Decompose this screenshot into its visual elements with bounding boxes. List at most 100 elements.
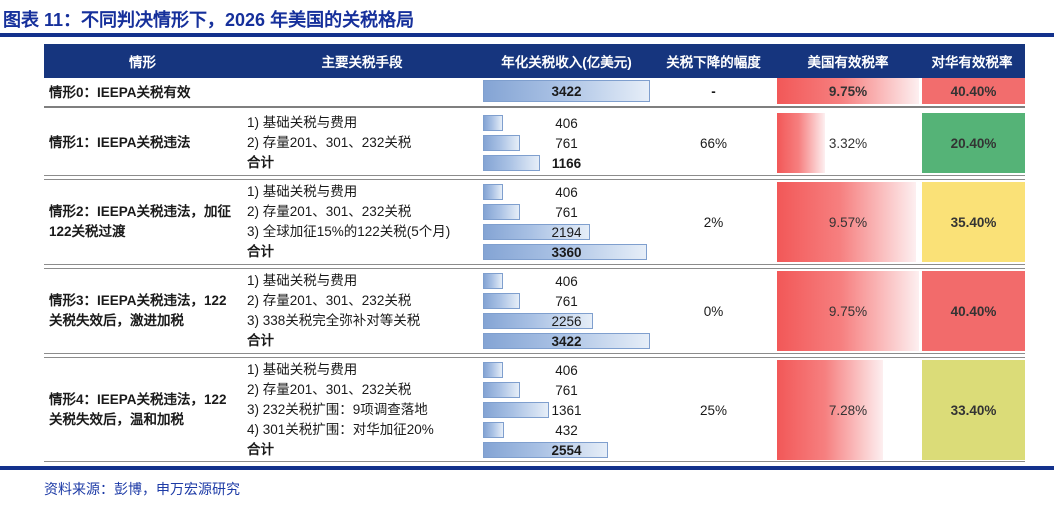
table-bottom-border xyxy=(44,461,1025,462)
revenue-line: 761 xyxy=(483,291,650,311)
measure-item: 2) 存量201、301、232关税 xyxy=(247,382,412,397)
scenario-label: 情形0：IEEPA关税有效 xyxy=(49,85,191,100)
scenario-label: 情形4：IEEPA关税违法，122关税失效后，温和加税 xyxy=(49,392,227,427)
us-rate-bar xyxy=(777,78,919,104)
revenue-line: 1166 xyxy=(483,153,650,173)
china-rate-cell: 33.40% xyxy=(919,360,1025,460)
scenario-label: 情形2：IEEPA关税违法，加征122关税过渡 xyxy=(49,204,232,239)
scenario-block: 情形1：IEEPA关税违法 1) 基础关税与费用 2) 存量201、301、232关… xyxy=(44,112,1025,174)
revenue-value: 2256 xyxy=(551,313,582,329)
china-rate-cell: 40.40% xyxy=(919,271,1025,351)
block-separator xyxy=(44,353,1025,358)
revenue-bar xyxy=(483,333,650,349)
block-separator xyxy=(44,175,1025,180)
us-rate-bar xyxy=(777,182,917,262)
us-rate-bar xyxy=(777,113,826,173)
china-rate-value: 40.40% xyxy=(950,83,997,99)
baseline-row: 情形0：IEEPA关税有效 3422 - 9.75% 40.40% xyxy=(44,78,1025,104)
revenue-bar xyxy=(483,402,550,418)
measures-cell: 1) 基础关税与费用 2) 存量201、301、232关税 3) 232关税扩围：9… xyxy=(241,360,483,460)
revenue-line: 3360 xyxy=(483,242,650,262)
revenue-cell: 3422 xyxy=(483,78,650,104)
scenario-cell: 情形2：IEEPA关税违法，加征122关税过渡 xyxy=(44,182,241,262)
revenue-value: 406 xyxy=(555,184,578,200)
measure-item: 4) 301关税扩围：对华加征20% xyxy=(247,422,434,437)
title-underline xyxy=(0,33,1054,37)
revenue-bar xyxy=(483,362,503,378)
row-separator xyxy=(44,106,1025,112)
us-rate-value: 7.28% xyxy=(828,402,868,418)
revenue-cell: 406 761 2194 3360 xyxy=(483,182,650,262)
decline-cell: 66% xyxy=(650,113,777,173)
scenario-label: 情形3：IEEPA关税违法，122关税失效后，激进加税 xyxy=(49,293,227,328)
revenue-line: 761 xyxy=(483,133,650,153)
revenue-cell: 406 761 1166 xyxy=(483,113,650,173)
revenue-line: 2256 xyxy=(483,311,650,331)
figure-title: 图表 11：不同判决情形下，2026 年美国的关税格局 xyxy=(3,10,415,30)
revenue-value: 2194 xyxy=(551,224,582,240)
scenario-block: 情形4：IEEPA关税违法，122关税失效后，温和加税 1) 基础关税与费用 2) … xyxy=(44,359,1025,461)
source-note: 资料来源：彭博，申万宏源研究 xyxy=(44,481,240,497)
revenue-value: 406 xyxy=(555,273,578,289)
us-rate-bar xyxy=(777,271,919,351)
revenue-value: 432 xyxy=(555,422,578,438)
total-label: 合计 xyxy=(247,442,274,457)
revenue-line: 761 xyxy=(483,202,650,222)
revenue-bar xyxy=(483,313,594,329)
revenue-bar xyxy=(483,80,650,102)
revenue-line: 432 xyxy=(483,420,650,440)
us-rate-cell: 9.75% xyxy=(777,271,919,351)
revenue-bar xyxy=(483,184,503,200)
revenue-value: 761 xyxy=(555,135,578,151)
revenue-line: 406 xyxy=(483,271,650,291)
measure-item: 2) 存量201、301、232关税 xyxy=(247,135,412,150)
revenue-bar xyxy=(483,155,540,171)
measure-item: 1) 基础关税与费用 xyxy=(247,184,358,199)
scenario-cell: 情形1：IEEPA关税违法 xyxy=(44,113,241,173)
decline-value: 66% xyxy=(699,135,728,151)
measure-item: 3) 338关税完全弥补对等关税 xyxy=(247,313,421,328)
measures-cell: 1) 基础关税与费用 2) 存量201、301、232关税 合计 xyxy=(241,113,483,173)
total-label: 合计 xyxy=(247,333,274,348)
block-separator xyxy=(44,264,1025,269)
revenue-value: 3422 xyxy=(551,333,582,349)
revenue-value: 1166 xyxy=(551,155,582,171)
revenue-line: 1361 xyxy=(483,400,650,420)
us-rate-value: 9.57% xyxy=(828,214,868,230)
us-rate-value: 9.75% xyxy=(828,303,868,319)
revenue-bar xyxy=(483,244,647,260)
header-decline: 关税下降的幅度 xyxy=(666,55,761,70)
scenario-cell: 情形3：IEEPA关税违法，122关税失效后，激进加税 xyxy=(44,271,241,351)
measure-item: 2) 存量201、301、232关税 xyxy=(247,204,412,219)
scenario-block: 情形2：IEEPA关税违法，加征122关税过渡 1) 基础关税与费用 2) 存量20… xyxy=(44,181,1025,263)
us-rate-value: 9.75% xyxy=(828,83,868,99)
revenue-value: 1361 xyxy=(551,402,582,418)
revenue-bar xyxy=(483,382,521,398)
revenue-line: 406 xyxy=(483,360,650,380)
us-rate-cell: 9.57% xyxy=(777,182,919,262)
revenue-cell: 406 761 1361 432 2554 xyxy=(483,360,650,460)
decline-cell: 2% xyxy=(650,182,777,262)
china-rate-cell: 40.40% xyxy=(919,78,1025,104)
revenue-value: 2554 xyxy=(551,442,582,458)
us-rate-value: 3.32% xyxy=(828,135,868,151)
footer-rule xyxy=(0,466,1054,470)
revenue-bar xyxy=(483,273,503,289)
us-rate-cell: 9.75% xyxy=(777,78,919,104)
revenue-bar xyxy=(483,224,591,240)
revenue-bar xyxy=(483,422,505,438)
total-label: 合计 xyxy=(247,155,274,170)
measure-item: 2) 存量201、301、232关税 xyxy=(247,293,412,308)
revenue-line: 2554 xyxy=(483,440,650,460)
header-scenario: 情形 xyxy=(129,55,156,70)
revenue-bar xyxy=(483,293,521,309)
scenario-block: 情形3：IEEPA关税违法，122关税失效后，激进加税 1) 基础关税与费用 2) … xyxy=(44,270,1025,352)
measure-item: 3) 232关税扩围：9项调查落地 xyxy=(247,402,428,417)
us-rate-bar xyxy=(777,360,884,460)
revenue-bar xyxy=(483,204,521,220)
measure-item: 1) 基础关税与费用 xyxy=(247,362,358,377)
china-rate-cell: 20.40% xyxy=(919,113,1025,173)
header-measures: 主要关税手段 xyxy=(321,55,403,70)
china-rate-value: 35.40% xyxy=(950,214,997,230)
decline-value: 0% xyxy=(703,303,724,319)
